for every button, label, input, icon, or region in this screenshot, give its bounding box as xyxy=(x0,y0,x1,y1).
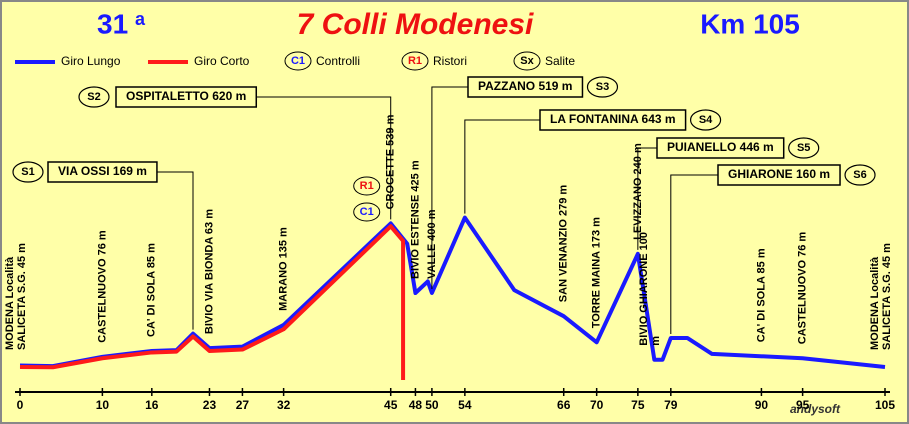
x-tick-label: 70 xyxy=(590,398,604,412)
x-tick-label: 54 xyxy=(458,398,472,412)
x-tick-label: 0 xyxy=(17,398,24,412)
legend-badge xyxy=(513,51,541,71)
legend-label: Controlli xyxy=(316,54,360,68)
x-tick-label: 66 xyxy=(557,398,571,412)
x-tick-label: 23 xyxy=(203,398,217,412)
climb-id: S3 xyxy=(596,81,609,93)
waypoint-label: MARANO 135 m xyxy=(278,227,290,311)
waypoint-label: CA' DI SOLA 85 m xyxy=(146,243,158,337)
climb-id-badge xyxy=(689,109,722,131)
leader-line xyxy=(431,86,468,289)
edition-suffix: a xyxy=(135,9,146,29)
x-tick-label: 32 xyxy=(277,398,291,412)
checkpoint-badge xyxy=(353,202,381,222)
climb-label: LA FONTANINA 643 m xyxy=(550,112,676,126)
climb-id: S1 xyxy=(21,166,34,178)
leader-line xyxy=(156,171,194,330)
legend-label: Salite xyxy=(545,54,575,68)
waypoint-label: MODENA Località xyxy=(4,256,16,350)
waypoint-label: BIVIO ESTENSE 425 m xyxy=(409,160,421,279)
x-tick-label: 95 xyxy=(796,398,810,412)
x-tick-label: 90 xyxy=(755,398,769,412)
x-tick-label: 75 xyxy=(631,398,645,412)
waypoint-label: SAN VENANZIO 279 m xyxy=(558,185,570,303)
legend-badge xyxy=(284,51,312,71)
leader-line xyxy=(256,96,392,220)
waypoint-label: CA' DI SOLA 85 m xyxy=(755,248,767,342)
climb-id-badge xyxy=(78,86,110,108)
climb-label: PUIANELLO 446 m xyxy=(667,140,774,154)
profile-line xyxy=(19,224,406,380)
x-tick-label: 10 xyxy=(96,398,110,412)
edition: 31 xyxy=(97,8,128,39)
waypoint-label: SALICETA S.G. 45 m xyxy=(16,243,28,350)
checkpoint-symbol: C1 xyxy=(360,206,374,218)
legend-label: Giro Lungo xyxy=(61,54,121,68)
legend-label: Giro Corto xyxy=(194,54,250,68)
climb-id: S6 xyxy=(853,169,866,181)
climb-id-badge xyxy=(12,161,44,183)
checkpoint-symbol: R1 xyxy=(360,180,374,192)
waypoint-label: CASTELNUOVO 76 m xyxy=(96,230,108,343)
climb-id: S5 xyxy=(797,142,810,154)
leader-line xyxy=(670,174,718,334)
legend-symbol: C1 xyxy=(291,55,305,67)
climb-id-badge xyxy=(586,76,619,98)
climb-label: GHIARONE 160 m xyxy=(728,167,830,181)
climb-id: S4 xyxy=(699,114,713,126)
leader-line xyxy=(464,119,540,214)
waypoint-label: TORRE MAINA 173 m xyxy=(591,217,603,328)
legend-label: Ristori xyxy=(433,54,467,68)
credit: andysoft xyxy=(790,402,841,416)
x-tick-label: 27 xyxy=(236,398,250,412)
climb-label: VIA OSSI 169 m xyxy=(58,164,147,178)
waypoint-label: BIVIO VIA BIONDA 63 m xyxy=(203,209,215,334)
leader-line xyxy=(637,147,657,250)
legend-symbol: R1 xyxy=(408,55,422,67)
climb-label: PAZZANO 519 m xyxy=(478,79,572,93)
waypoint-label: MODENA Località xyxy=(869,256,881,350)
climb-label: OSPITALETTO 620 m xyxy=(126,89,246,103)
legend-symbol: Sx xyxy=(520,55,534,67)
x-tick-label: 48 xyxy=(409,398,423,412)
climb-id: S2 xyxy=(87,91,100,103)
waypoint-label: SALICETA S.G. 45 m xyxy=(881,243,893,350)
legend-badge xyxy=(401,51,429,71)
climb-id-badge xyxy=(844,164,876,186)
x-tick-label: 45 xyxy=(384,398,398,412)
x-tick-label: 79 xyxy=(664,398,678,412)
checkpoint-badge xyxy=(353,176,381,196)
x-tick-label: 16 xyxy=(145,398,159,412)
chart-title: 7 Colli Modenesi xyxy=(297,8,534,41)
x-tick-label: 105 xyxy=(875,398,895,412)
waypoint-label: BIVIO GHIARONE 100 xyxy=(638,232,650,346)
climb-id-badge xyxy=(788,137,820,159)
distance: Km 105 xyxy=(700,8,800,39)
waypoint-label: CASTELNUOVO 76 m xyxy=(797,232,809,345)
waypoint-label: m xyxy=(650,336,662,346)
x-tick-label: 50 xyxy=(425,398,439,412)
